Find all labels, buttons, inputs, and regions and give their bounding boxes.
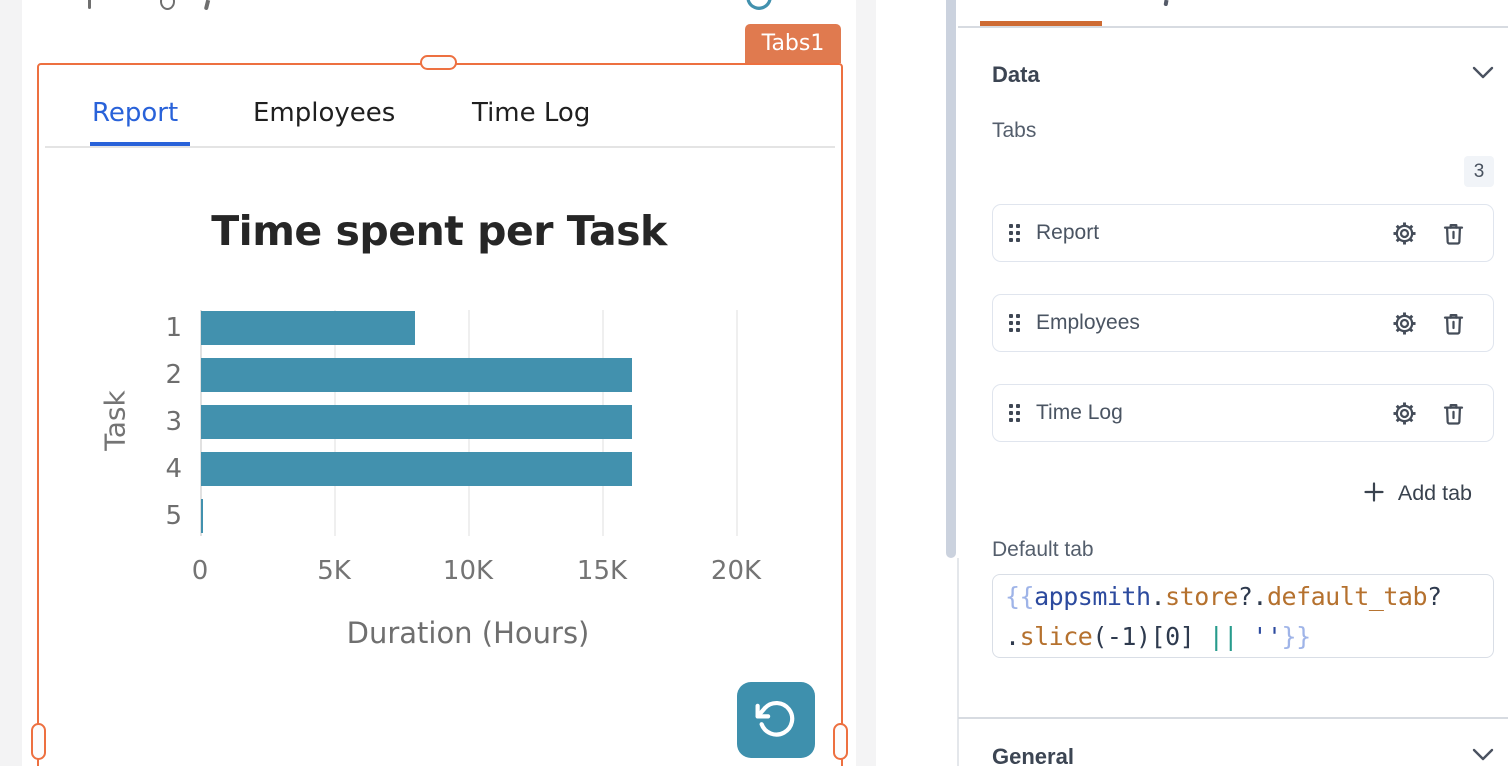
chart-refresh-button[interactable] [737,682,815,758]
pane-tabs-divider [958,26,1508,28]
clipped-text-remnant [88,0,91,9]
widget-tab-employees[interactable]: Employees [253,98,396,128]
gridline [736,310,738,536]
drag-handle-icon[interactable] [1009,224,1020,242]
resize-handle-top[interactable] [420,55,457,70]
general-section-header[interactable]: General [992,742,1494,766]
data-section-header[interactable]: Data [992,60,1494,90]
x-tick-label: 20K [710,556,762,586]
drag-handle-icon[interactable] [1009,314,1020,332]
bar-task-4 [201,452,633,486]
chevron-down-icon[interactable] [1472,748,1494,766]
chart-y-axis-title: Task [98,390,132,451]
x-tick-label: 15K [576,556,628,586]
chart-x-axis-title: Duration (Hours) [346,616,590,650]
pane-left-border [957,558,959,766]
canvas-right-gutter [856,0,876,766]
tab-delete-trash-icon[interactable] [1440,400,1467,427]
tabs-field-label: Tabs [992,119,1037,142]
add-tab-label: Add tab [1397,480,1472,505]
resize-handle-right[interactable] [833,723,848,760]
plus-icon [1363,481,1385,506]
tab-card-time-log: Time Log [992,384,1494,442]
tab-settings-gear-icon[interactable] [1391,400,1418,427]
y-category-label: 3 [165,407,182,437]
y-category-label: 1 [165,313,182,343]
section-divider [958,717,1508,719]
tabs-count-badge: 3 [1464,156,1494,187]
resize-handle-left[interactable] [31,723,46,760]
tab-card-label: Time Log [1036,401,1123,424]
default-tab-label: Default tab [992,538,1094,561]
default-tab-code-editor[interactable]: {{appsmith.store?.default_tab? .slice(-1)… [992,574,1494,658]
tab-settings-gear-icon[interactable] [1391,310,1418,337]
clipped-text-remnant [160,0,175,10]
tab-delete-trash-icon[interactable] [1440,220,1467,247]
y-category-label: 5 [165,501,182,531]
bar-chart-plot [200,310,738,536]
refresh-ccw-icon [755,698,797,743]
canvas-left-gutter [0,0,22,766]
x-tick-label: 10K [442,556,494,586]
tab-settings-gear-icon[interactable] [1391,220,1418,247]
pane-scrollbar[interactable] [946,0,956,558]
x-axis-tick-labels: 0 5K 10K 15K 20K [0,556,900,590]
tab-delete-trash-icon[interactable] [1440,310,1467,337]
data-section-title: Data [992,62,1040,87]
add-tab-button[interactable]: Add tab [1340,476,1478,510]
clipped-pane-tab-text [1163,0,1169,7]
tab-card-label: Employees [1036,311,1140,334]
widget-tab-report[interactable]: Report [92,98,179,128]
tab-card-employees: Employees [992,294,1494,352]
clipped-text-remnant [203,0,211,11]
tab-bar-divider [45,146,835,148]
tab-card-report: Report [992,204,1494,262]
bar-task-5 [201,499,203,533]
tab-card-label: Report [1036,221,1100,244]
gridline [200,310,202,536]
bar-task-2 [201,358,633,392]
bar-task-3 [201,405,633,439]
refresh-icon-partial [742,0,776,14]
x-tick-label: 5K [317,556,351,586]
pane-active-tab-underline [980,21,1102,26]
active-tab-underline [90,142,190,147]
widget-name-badge[interactable]: Tabs1 [745,24,841,63]
x-tick-label: 0 [191,556,209,586]
general-section-title: General [992,744,1074,766]
y-category-label: 4 [165,454,182,484]
chart-title: Time spent per Task [211,207,667,255]
drag-handle-icon[interactable] [1009,404,1020,422]
y-category-label: 2 [165,360,182,390]
widget-tab-time-log[interactable]: Time Log [472,98,591,128]
bar-task-1 [201,311,416,345]
chevron-down-icon[interactable] [1472,66,1494,85]
